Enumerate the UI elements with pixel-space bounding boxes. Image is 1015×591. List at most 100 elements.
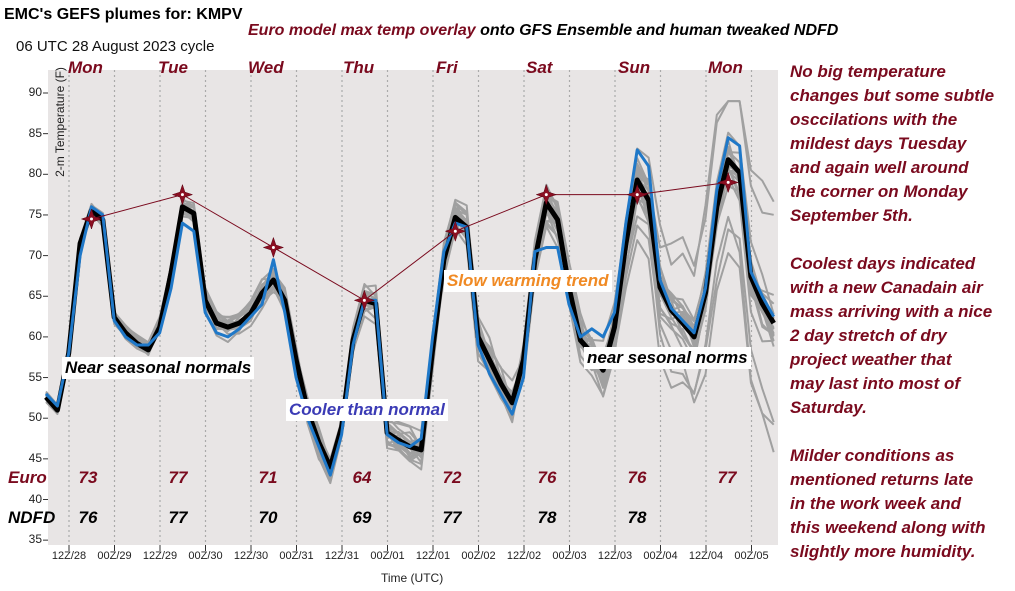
y-axis-label: 2-m Temperature (F) xyxy=(53,67,67,177)
y-tick-label: 55 xyxy=(28,369,42,384)
x-tick-label: 12Z/03 xyxy=(597,550,633,562)
x-tick-label: 00Z/04 xyxy=(643,550,678,562)
ensemble-member-line xyxy=(45,169,775,471)
y-tick-label: 90 xyxy=(28,85,42,99)
discussion-line: slightly more humidity. xyxy=(790,542,976,561)
x-tick-label: 12Z/28 xyxy=(51,550,87,562)
x-tick-label: 00Z/03 xyxy=(552,550,587,562)
discussion-line: with a new Canadain air xyxy=(790,278,983,297)
ensemble-member-line xyxy=(45,166,775,471)
ndfd-value: 70 xyxy=(258,508,278,527)
discussion-line: mentioned returns late xyxy=(790,470,974,489)
discussion-line: September 5th. xyxy=(790,206,913,225)
euro-value: 72 xyxy=(442,468,462,487)
discussion-line: mass arriving with a nice xyxy=(790,302,993,321)
x-tick-label: 00Z/01 xyxy=(370,550,405,562)
x-tick-label: 12Z/31 xyxy=(324,550,360,562)
headline-black: onto GFS Ensemble and human tweaked NDFD xyxy=(475,22,839,39)
y-tick-label: 85 xyxy=(28,125,42,140)
ndfd-value: 69 xyxy=(352,508,372,527)
x-tick-label: 00Z/31 xyxy=(279,550,314,562)
euro-value: 76 xyxy=(627,468,647,487)
annotation-slow-warming-trend: Slow warming trend xyxy=(444,270,612,292)
day-label: Thu xyxy=(343,58,375,77)
y-tick-label: 80 xyxy=(28,166,42,181)
headline: Euro model max temp overlay onto GFS Ens… xyxy=(248,22,838,40)
discussion-line: No big temperature xyxy=(790,62,946,81)
euro-value: 76 xyxy=(537,468,557,487)
x-tick-label: 12Z/29 xyxy=(142,550,178,562)
euro-marker-center xyxy=(726,180,730,184)
discussion-line: this weekend along with xyxy=(790,518,986,537)
euro-marker-center xyxy=(271,245,275,249)
discussion-line: mildest days Tuesday xyxy=(790,134,967,153)
y-tick-label: 40 xyxy=(28,491,42,506)
x-tick-label: 12Z/02 xyxy=(506,550,542,562)
discussion-paragraph-3: Milder conditions as mentioned returns l… xyxy=(790,444,994,564)
ndfd-row-label: NDFD xyxy=(8,508,56,527)
x-axis-label: Time (UTC) xyxy=(381,571,444,585)
euro-marker-center xyxy=(89,217,93,221)
y-tick-label: 70 xyxy=(28,247,42,262)
forecast-discussion: No big temperature changes but some subt… xyxy=(790,60,994,588)
ndfd-value: 78 xyxy=(627,508,647,527)
discussion-paragraph-1: No big temperature changes but some subt… xyxy=(790,60,994,228)
control-highlight-line xyxy=(45,136,775,477)
x-tick-label: 12Z/30 xyxy=(233,550,269,562)
discussion-paragraph-2: Coolest days indicated with a new Canada… xyxy=(790,252,994,420)
discussion-line: 2 day stretch of dry xyxy=(790,326,947,345)
annotation-near-seasonal-norms: near sesonal norms xyxy=(584,347,751,369)
y-tick-label: 65 xyxy=(28,288,42,303)
discussion-line: project weather that xyxy=(790,350,952,369)
ensemble-member-line xyxy=(45,139,775,474)
y-tick-label: 45 xyxy=(28,450,42,465)
y-tick-label: 50 xyxy=(28,410,42,425)
euro-marker-center xyxy=(635,193,639,197)
y-tick-label: 60 xyxy=(28,328,42,343)
ensemble-member-line xyxy=(45,170,775,470)
discussion-line: in the work week and xyxy=(790,494,961,513)
discussion-line: osccilations with the xyxy=(790,110,958,129)
day-label: Tue xyxy=(158,58,188,77)
discussion-line: Saturday. xyxy=(790,398,867,417)
euro-value: 77 xyxy=(168,468,188,487)
euro-value: 71 xyxy=(258,468,278,487)
day-label: Sat xyxy=(526,58,553,77)
x-tick-label: 00Z/30 xyxy=(188,550,223,562)
headline-red: Euro model max temp overlay xyxy=(248,22,476,39)
discussion-line: Coolest days indicated xyxy=(790,254,976,273)
day-label: Mon xyxy=(68,58,103,77)
ndfd-value: 76 xyxy=(78,508,98,527)
euro-marker-center xyxy=(180,193,184,197)
y-tick-label: 35 xyxy=(28,532,42,547)
discussion-line: the corner on Monday xyxy=(790,182,968,201)
annotation-near-seasonal-normals: Near seasonal normals xyxy=(62,357,255,379)
euro-marker-center xyxy=(362,298,366,302)
day-label: Sun xyxy=(618,58,651,77)
chart-title: EMC's GEFS plumes for: KMPV xyxy=(4,6,243,23)
y-tick-label: 75 xyxy=(28,206,42,221)
euro-value: 77 xyxy=(717,468,737,487)
euro-value: 64 xyxy=(352,468,372,487)
x-tick-label: 12Z/01 xyxy=(415,550,451,562)
x-tick-label: 00Z/02 xyxy=(461,550,496,562)
control-run-line xyxy=(44,136,776,477)
day-label: Wed xyxy=(248,58,284,77)
euro-marker-center xyxy=(544,193,548,197)
annotation-cooler-than-normal: Cooler than normal xyxy=(286,399,448,421)
ndfd-value: 77 xyxy=(168,508,188,527)
discussion-line: changes but some subtle xyxy=(790,86,995,105)
day-label: Mon xyxy=(708,58,743,77)
euro-trend-line xyxy=(91,181,729,301)
euro-value: 73 xyxy=(78,468,98,487)
chart-subtitle: 06 UTC 28 August 2023 cycle xyxy=(16,38,215,55)
discussion-line: may last into most of xyxy=(790,374,961,393)
x-tick-label: 12Z/04 xyxy=(688,550,724,562)
discussion-line: Milder conditions as xyxy=(790,446,955,465)
ndfd-value: 78 xyxy=(537,508,557,527)
discussion-line: and again well around xyxy=(790,158,969,177)
day-label: Fri xyxy=(436,58,458,77)
x-tick-label: 00Z/05 xyxy=(734,550,769,562)
euro-marker-center xyxy=(453,229,457,233)
